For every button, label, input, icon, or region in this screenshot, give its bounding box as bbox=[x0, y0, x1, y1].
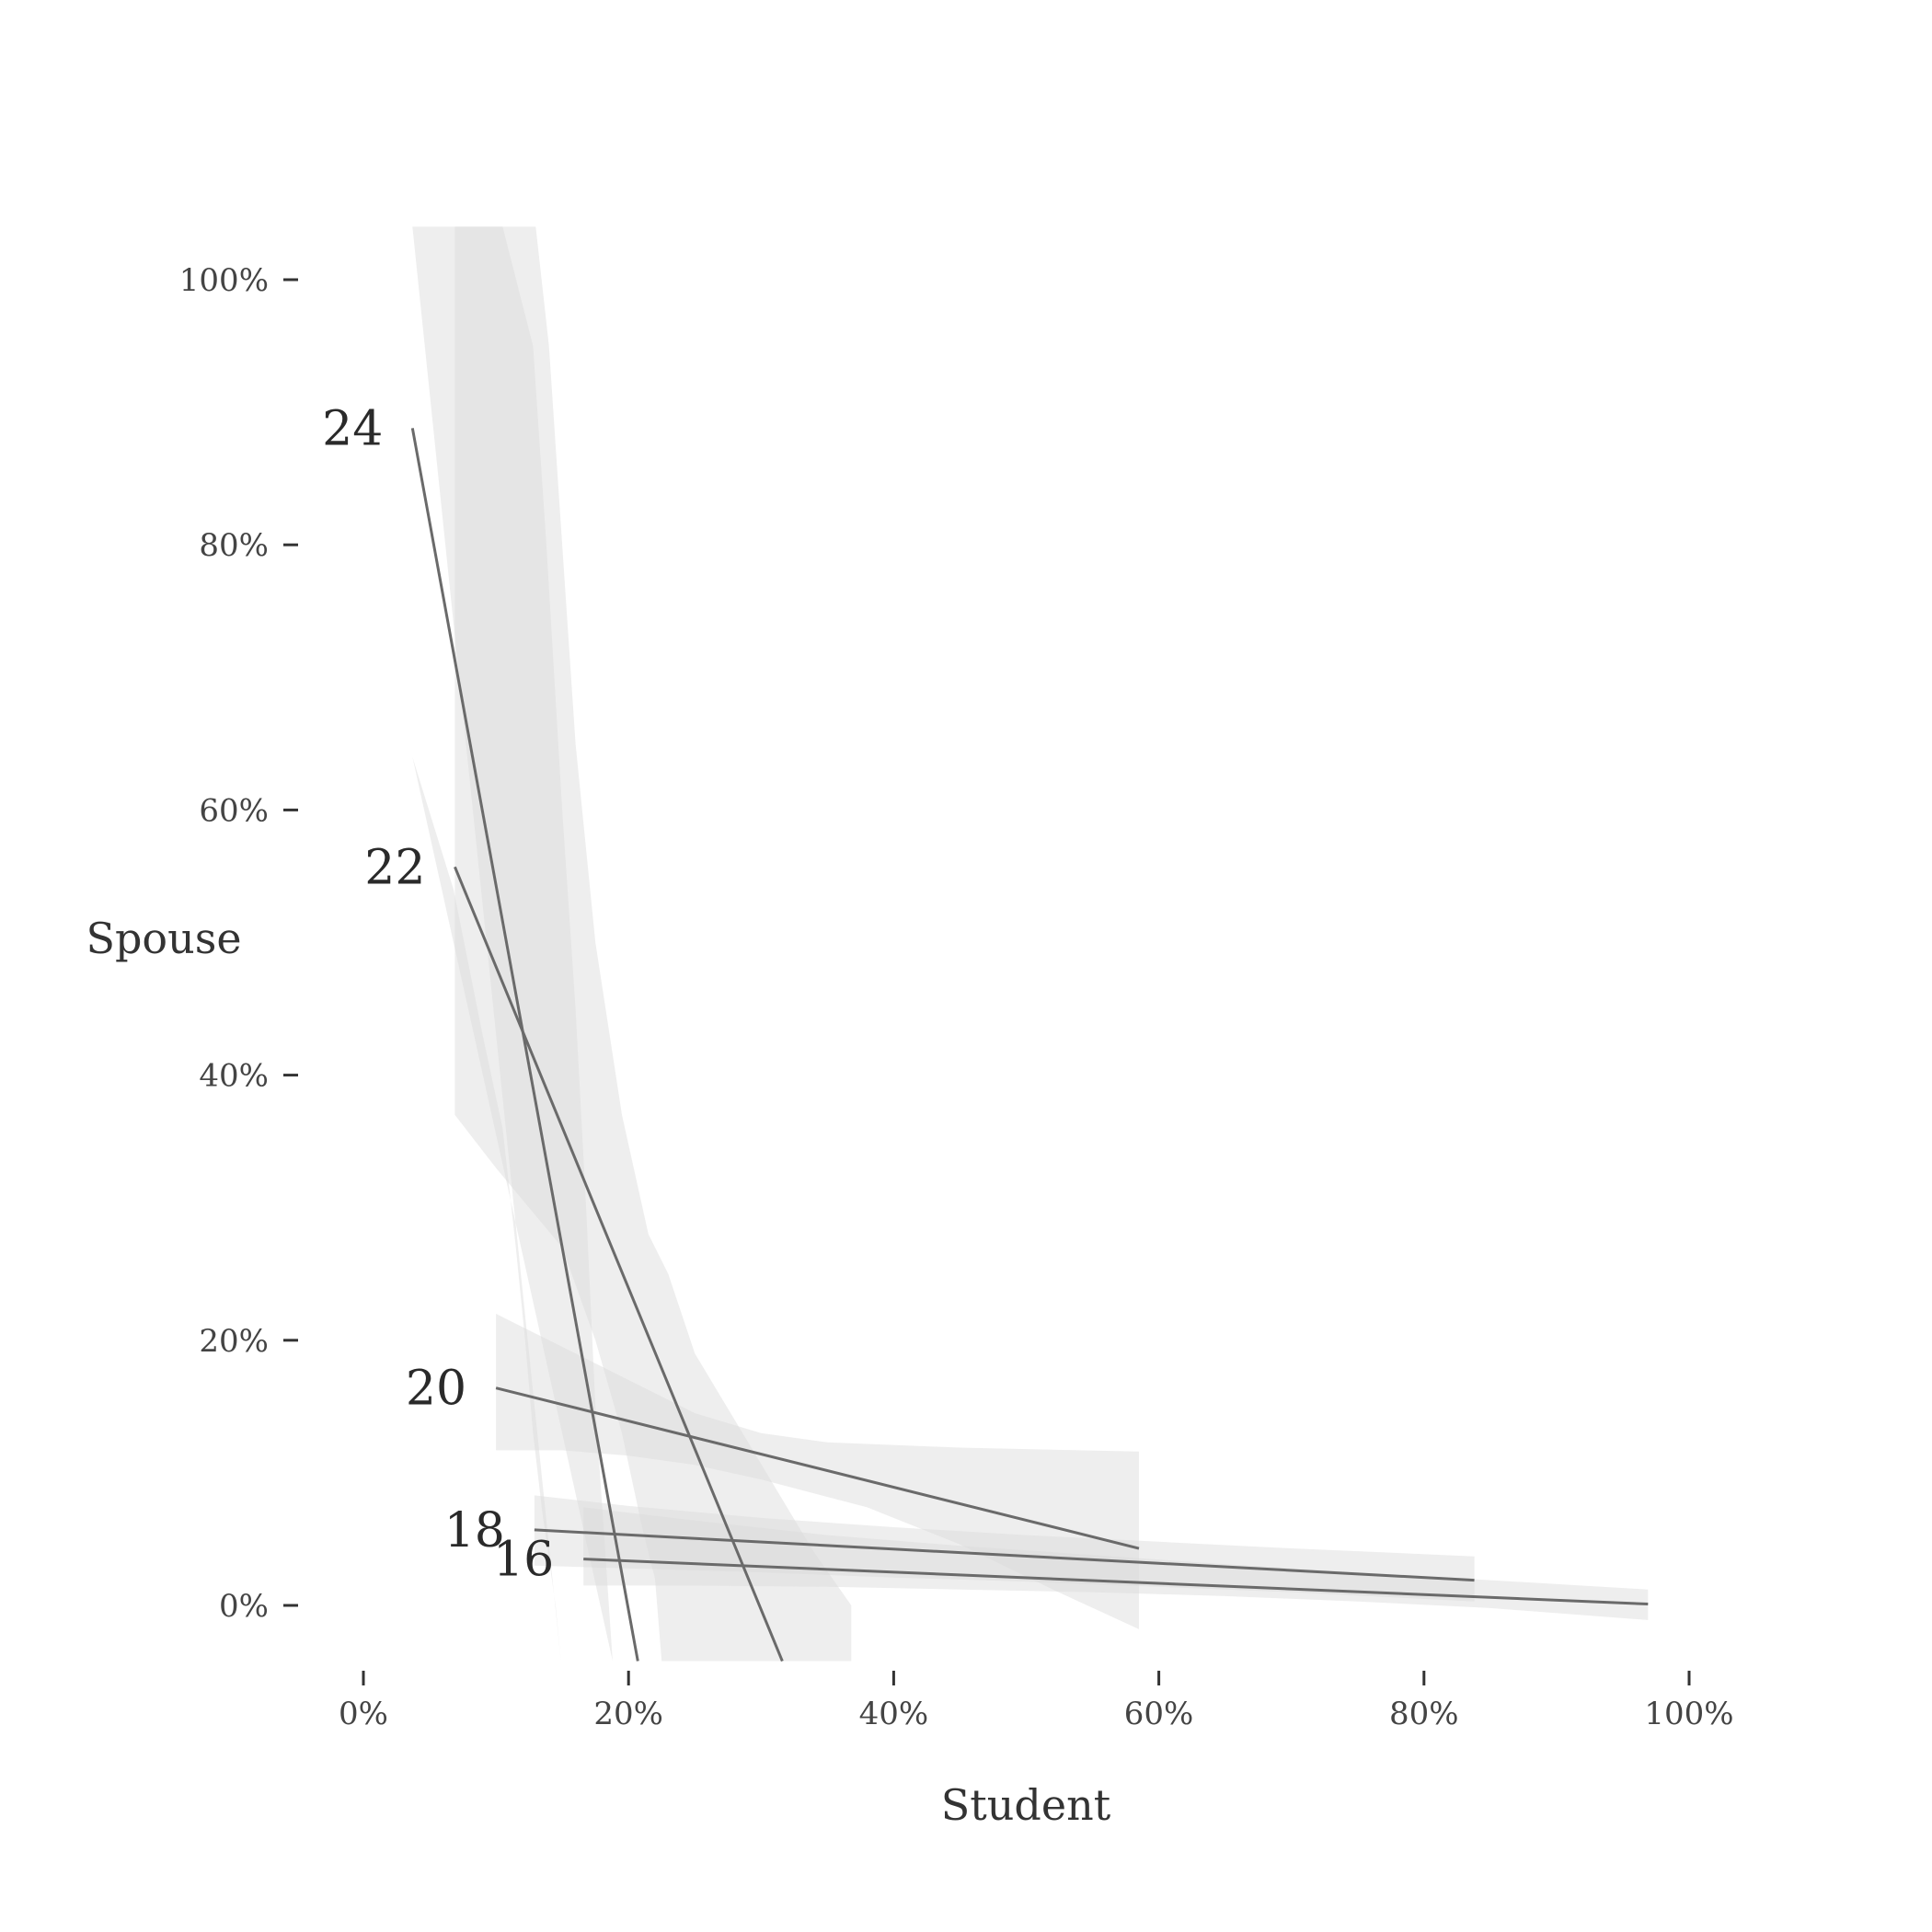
y-tick-label-80: 80% bbox=[199, 527, 269, 564]
x-tick-label-0: 0% bbox=[339, 1696, 388, 1732]
x-tick-label-40: 40% bbox=[859, 1696, 929, 1732]
x-tick-label-100: 100% bbox=[1644, 1696, 1733, 1732]
line-series-18 bbox=[534, 1528, 1475, 1582]
line-series-16 bbox=[583, 1558, 1649, 1606]
y-tick-label-40: 40% bbox=[199, 1058, 269, 1095]
x-axis-title: Student bbox=[941, 1780, 1111, 1830]
band-series-24 bbox=[412, 226, 613, 1662]
y-tick-label-0: 0% bbox=[219, 1588, 269, 1625]
x-tick-label-20: 20% bbox=[593, 1696, 663, 1732]
y-axis-title: Spouse bbox=[86, 914, 241, 963]
series-lines bbox=[410, 428, 1649, 1662]
y-tick-label-60: 60% bbox=[199, 792, 269, 829]
line-series-24 bbox=[410, 428, 639, 1662]
label-series-24: 24 bbox=[322, 401, 383, 456]
band-series-20 bbox=[496, 1314, 1139, 1629]
x-tick-label-80: 80% bbox=[1389, 1696, 1459, 1732]
label-series-18: 18 bbox=[444, 1503, 505, 1558]
x-tick-label-60: 60% bbox=[1124, 1696, 1194, 1732]
line-series-22 bbox=[454, 866, 784, 1662]
line-series-20 bbox=[495, 1386, 1140, 1550]
y-tick-label-20: 20% bbox=[199, 1323, 269, 1360]
label-series-16: 16 bbox=[493, 1533, 554, 1588]
band-series-22 bbox=[454, 226, 852, 1662]
y-axis: 0% 20% 40% 60% 80% 100% bbox=[179, 262, 298, 1625]
y-tick-label-100: 100% bbox=[179, 262, 269, 299]
x-axis: 0% 20% 40% 60% 80% 100% bbox=[339, 1671, 1734, 1732]
band-series-18 bbox=[534, 1495, 1475, 1602]
label-series-20: 20 bbox=[406, 1362, 466, 1417]
label-series-22: 22 bbox=[364, 840, 425, 895]
